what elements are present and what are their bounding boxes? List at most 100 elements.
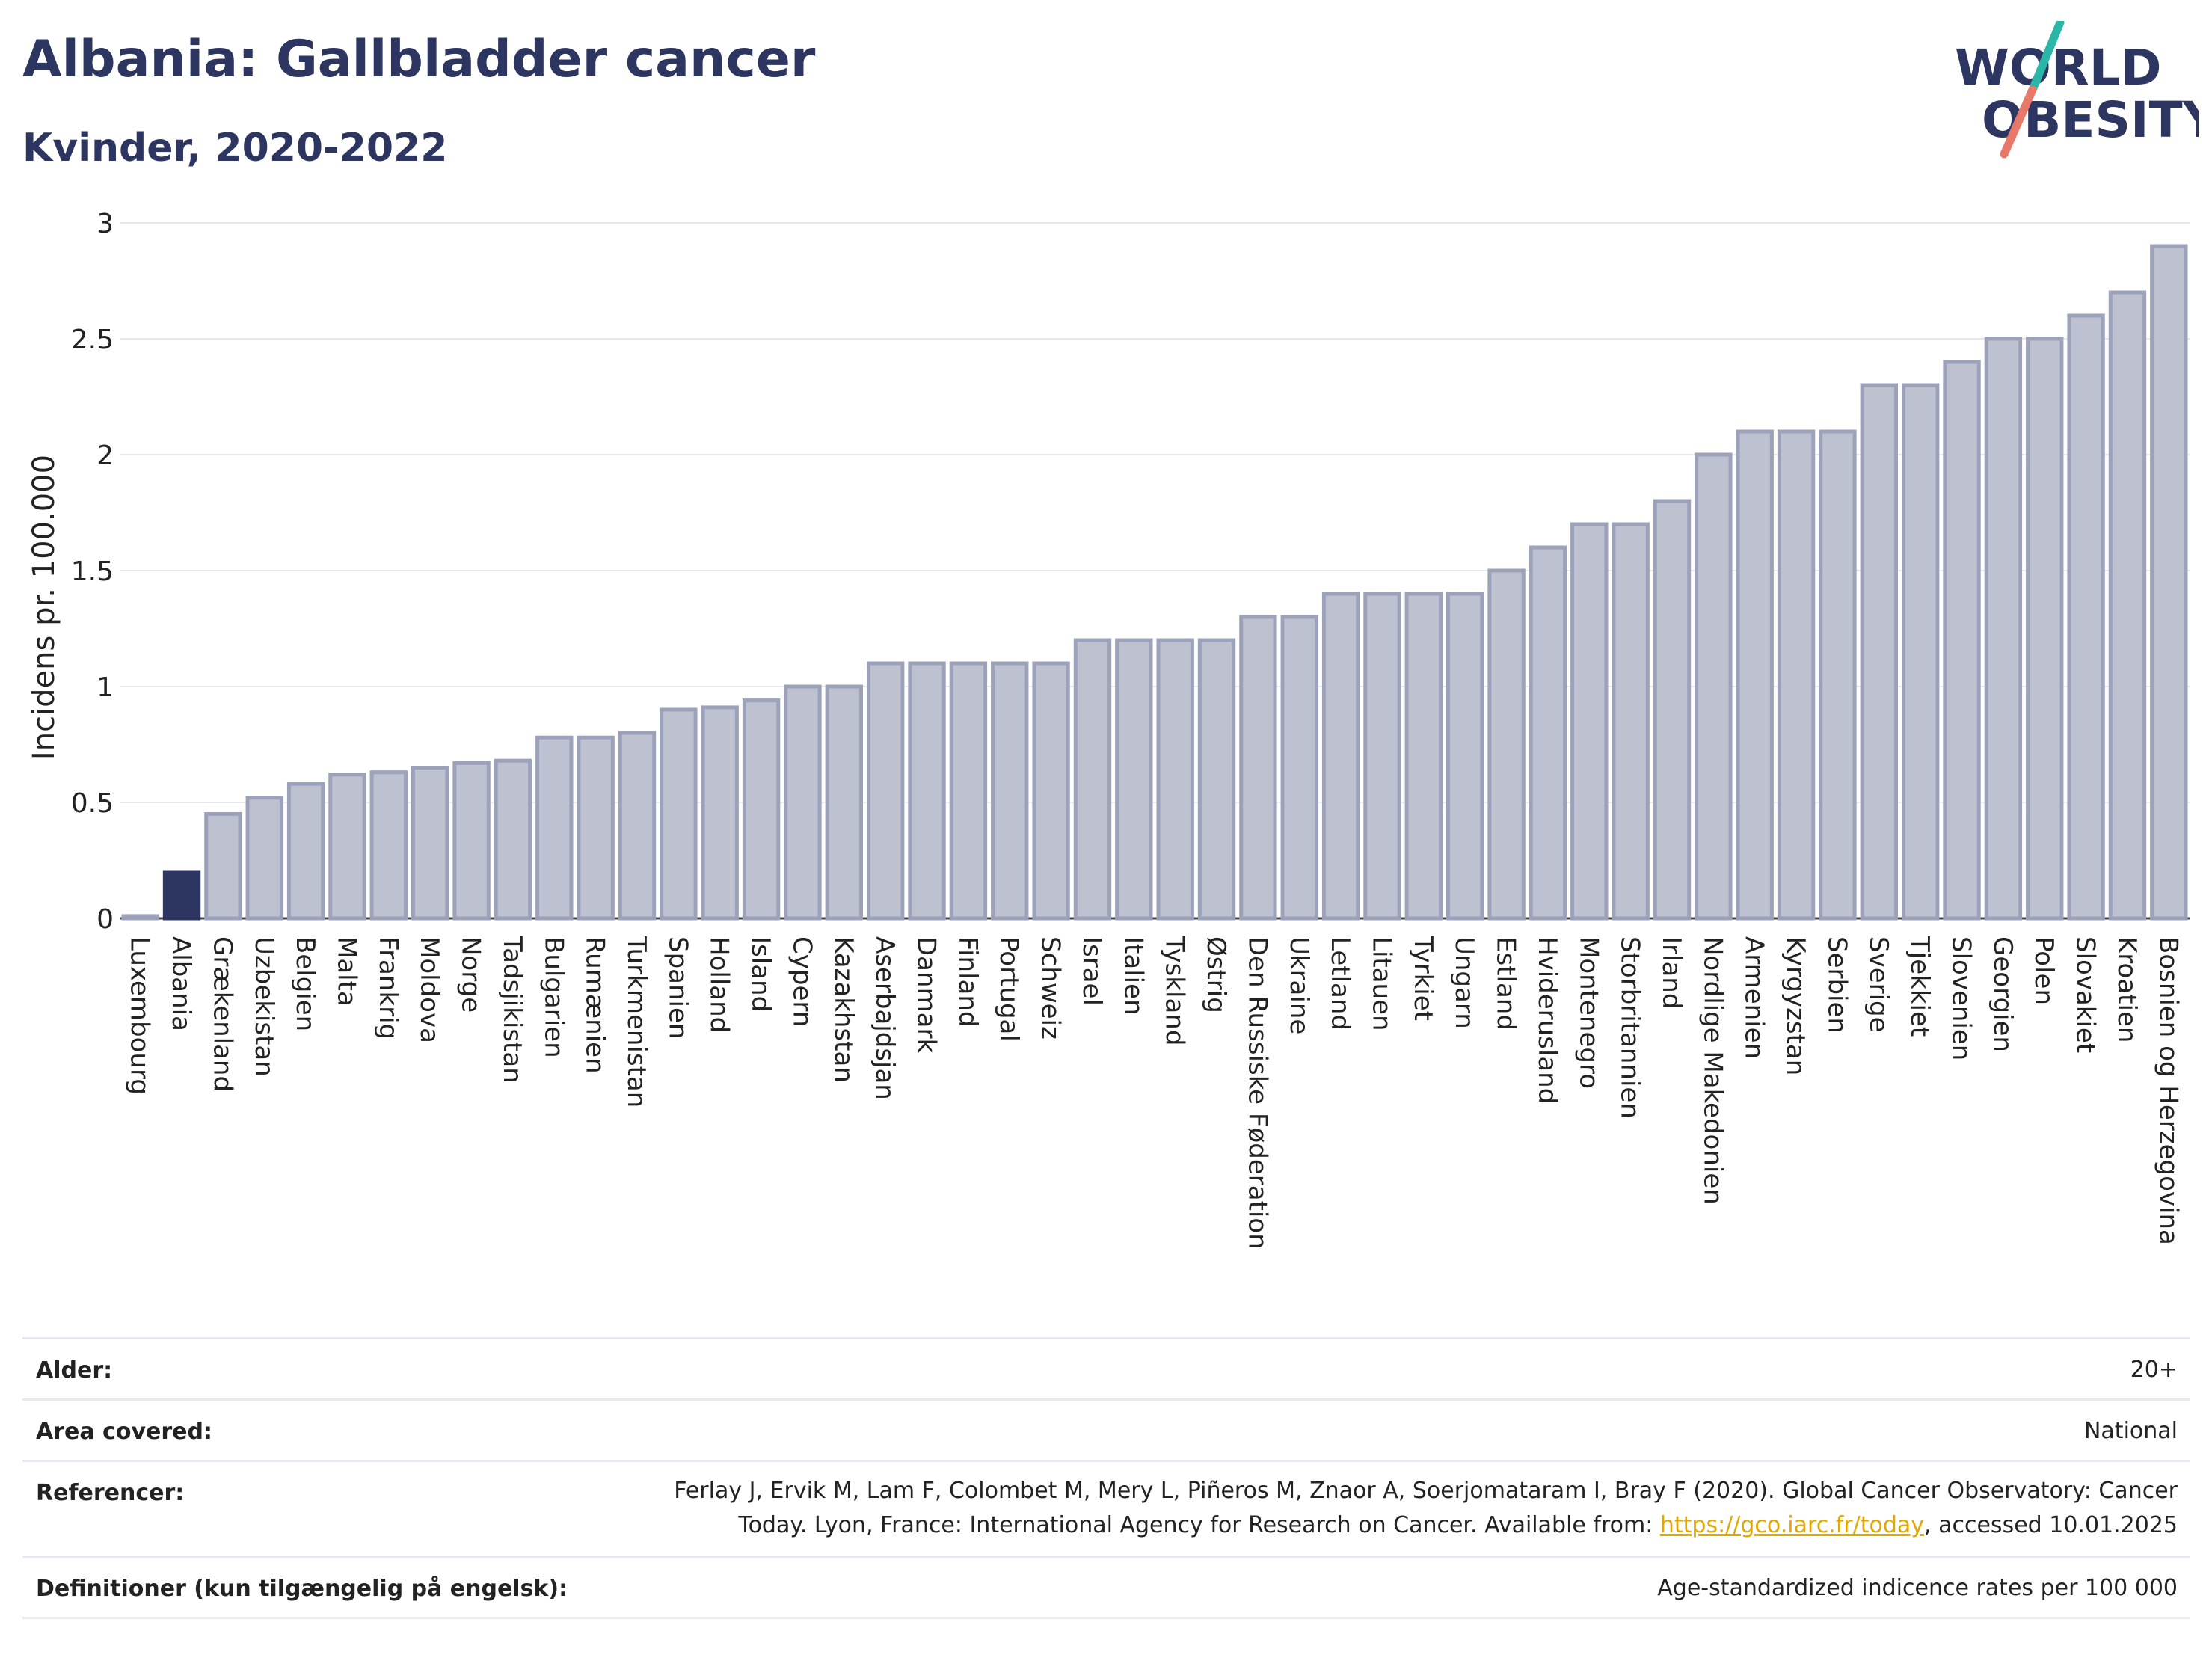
x-tick-label: Cypern [787, 936, 817, 1027]
x-tick-label: Irland [1656, 936, 1686, 1009]
info-value-area: National [2083, 1418, 2178, 1444]
bar-georgien[interactable] [1984, 337, 2023, 921]
bar-bosnien-og-herzegovina[interactable] [2150, 244, 2188, 921]
x-tick-label: Slovakiet [2071, 936, 2101, 1053]
bar-aserbajdsjan[interactable] [866, 661, 905, 921]
x-tick-label: Uzbekistan [249, 936, 279, 1077]
bar-tyskland[interactable] [1156, 638, 1194, 921]
info-value-age: 20+ [2130, 1357, 2178, 1383]
info-row-age: Alder: 20+ [22, 1337, 2190, 1398]
bar-tyrkiet[interactable] [1404, 592, 1443, 921]
bar-island[interactable] [742, 698, 781, 921]
bar-polen[interactable] [2026, 337, 2064, 921]
bars [121, 244, 2188, 921]
bar-kazakhstan[interactable] [825, 684, 863, 921]
x-tick-label: Aserbajdsjan [870, 936, 900, 1100]
x-tick-label: Hviderusland [1532, 936, 1562, 1104]
bar-tadsjikistan[interactable] [494, 758, 532, 921]
x-tick-label: Turkmenistan [621, 936, 651, 1108]
bar-moldova[interactable] [411, 766, 449, 921]
bar-rumænien[interactable] [577, 735, 615, 921]
bar-norge[interactable] [452, 761, 491, 921]
bar-italien[interactable] [1115, 638, 1153, 921]
bar-estland[interactable] [1487, 568, 1526, 921]
bar-frankrig[interactable] [369, 770, 408, 921]
x-tick-label: Tyskland [1160, 936, 1190, 1045]
x-tick-label: Polen [2029, 936, 2059, 1005]
x-tick-label: Armenien [1739, 936, 1769, 1059]
bar-letland[interactable] [1321, 592, 1360, 921]
bar-serbien[interactable] [1819, 429, 1857, 921]
logo-slash-coral [2000, 85, 2037, 159]
bar-malta[interactable] [328, 773, 366, 921]
bar-cypern[interactable] [784, 684, 822, 921]
info-value-references: Ferlay J, Ervik M, Lam F, Colombet M, Me… [674, 1474, 2178, 1543]
reference-link[interactable]: https://gco.iarc.fr/today [1659, 1512, 1925, 1538]
reference-line-2-post: , accessed 10.01.2025 [1924, 1512, 2178, 1538]
bar-sverige[interactable] [1860, 383, 1898, 921]
info-label-references: Referencer: [36, 1480, 185, 1506]
x-tick-label: Den Russiske Føderation [1242, 936, 1272, 1250]
bar-israel[interactable] [1073, 638, 1112, 921]
bar-luxembourg[interactable] [121, 914, 159, 921]
bar-bulgarien[interactable] [535, 735, 574, 921]
bar-slovenien[interactable] [1943, 360, 1981, 921]
y-axis-label: Incidens pr. 100.000 [27, 455, 61, 760]
bar-danmark[interactable] [908, 661, 946, 921]
bar-armenien[interactable] [1736, 429, 1774, 921]
x-tick-label: Kroatien [2112, 936, 2142, 1043]
bar-ungarn[interactable] [1446, 592, 1484, 921]
bar-den-russiske-føderation[interactable] [1239, 615, 1277, 921]
info-row-area: Area covered: National [22, 1398, 2190, 1460]
y-tick-label: 2 [96, 440, 114, 471]
bar-hviderusland[interactable] [1529, 545, 1567, 921]
bar-chart: 0 0.5 1 1.5 2 2.5 3 Luxembourg Albania Grækenlan… [27, 209, 2190, 1250]
bar-albania[interactable] [162, 870, 201, 921]
x-tick-label: Tadsjikistan [497, 936, 527, 1084]
reference-line-2-pre: Today. Lyon, France: International Agenc… [738, 1512, 1660, 1538]
bar-kroatien[interactable] [2108, 290, 2147, 921]
info-label-age: Alder: [36, 1357, 113, 1384]
bar-spanien[interactable] [660, 707, 698, 921]
x-tick-label: Albania [166, 936, 196, 1031]
bar-kyrgyzstan[interactable] [1777, 429, 1816, 921]
x-tick-label: Litauen [1366, 936, 1396, 1031]
x-tick-label: Østrig [1201, 936, 1231, 1013]
bar-irland[interactable] [1653, 499, 1692, 921]
reference-line-2: Today. Lyon, France: International Agenc… [674, 1508, 2178, 1543]
x-tick-label: Letland [1325, 936, 1355, 1031]
bar-finland[interactable] [949, 661, 988, 921]
bar-ukraine[interactable] [1280, 615, 1318, 921]
bar-schweiz[interactable] [1032, 661, 1070, 921]
y-axis-ticks: 0 0.5 1 1.5 2 2.5 3 [71, 209, 114, 935]
x-tick-label: Israel [1077, 936, 1107, 1006]
x-tick-label: Sverige [1864, 936, 1893, 1033]
logo-slash-teal [2028, 21, 2065, 94]
x-tick-label: Finland [953, 936, 983, 1028]
world-obesity-logo: WORLD OBESITY [1955, 21, 2199, 159]
bar-uzbekistan[interactable] [245, 796, 283, 921]
info-label-area: Area covered: [36, 1419, 212, 1445]
info-row-definitions: Definitioner (kun tilgængelig på engelsk… [22, 1556, 2190, 1617]
bar-grækenland[interactable] [204, 812, 242, 921]
y-tick-label: 0 [96, 904, 114, 935]
bar-belgien[interactable] [286, 782, 325, 921]
bar-østrig[interactable] [1197, 638, 1236, 921]
x-tick-label: Schweiz [1036, 936, 1066, 1040]
info-value-definitions: Age-standardized indicence rates per 100… [1657, 1575, 2178, 1601]
bar-montenegro[interactable] [1570, 522, 1609, 921]
bar-litauen[interactable] [1363, 592, 1401, 921]
bar-slovakiet[interactable] [2067, 313, 2105, 921]
bar-storbritannien[interactable] [1612, 522, 1650, 921]
bar-turkmenistan[interactable] [618, 731, 657, 921]
x-tick-label: Serbien [1822, 936, 1852, 1034]
bar-portugal[interactable] [991, 661, 1029, 921]
x-tick-label: Grækenland [207, 936, 237, 1092]
x-tick-label: Spanien [663, 936, 692, 1039]
x-tick-label: Estland [1491, 936, 1521, 1031]
bar-tjekkiet[interactable] [1901, 383, 1940, 921]
bar-holland[interactable] [701, 705, 739, 921]
bar-nordlige-makedonien[interactable] [1695, 452, 1733, 921]
page-title: Albania: Gallbladder cancer [22, 30, 816, 89]
x-tick-label: Norge [456, 936, 486, 1013]
